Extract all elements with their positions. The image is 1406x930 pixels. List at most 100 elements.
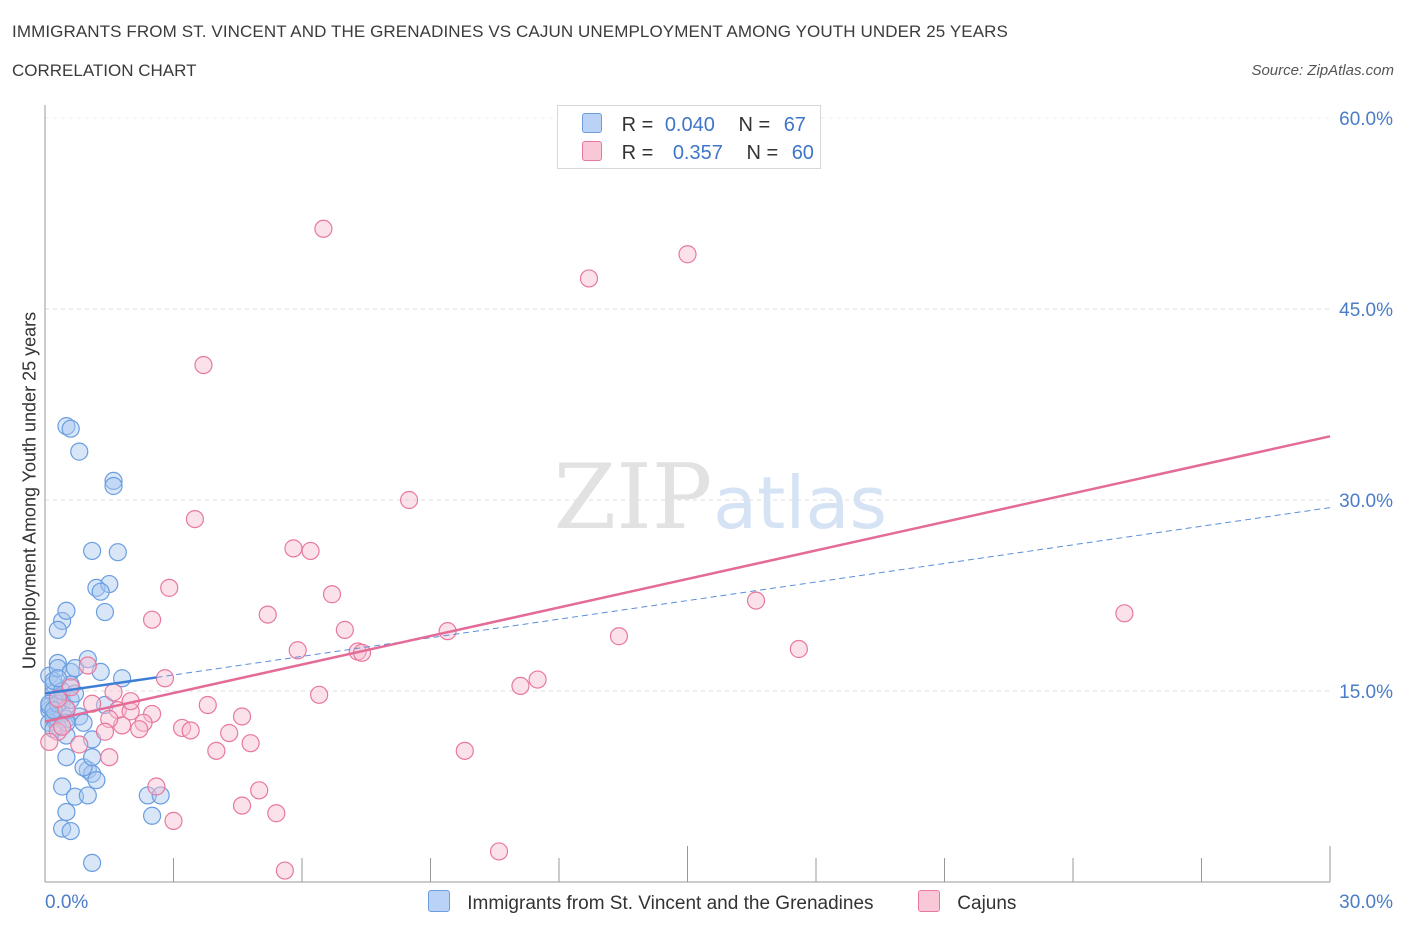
- cajuns-point-41: [207, 741, 226, 760]
- immigrants-point-52: [61, 821, 80, 841]
- stats-legend: R = 0.040 N = 67 R = 0.357 N = 60: [557, 105, 821, 169]
- series-immigrants-points: [40, 417, 170, 873]
- x-tick-label-max: 30.0%: [1339, 892, 1393, 913]
- legend-n-label: N =: [738, 114, 771, 136]
- legend-row-immigrants: R = 0.040 N = 67: [582, 113, 806, 137]
- cajuns-point-42: [241, 734, 260, 753]
- cajuns-point-22: [511, 676, 530, 696]
- bottom-legend-label-cajuns: Cajuns: [957, 893, 1017, 914]
- trend-line-immigrants-solid: [44, 676, 157, 695]
- cajuns-point-45: [147, 777, 166, 796]
- cajuns-point-59: [104, 683, 123, 702]
- immigrants-point-20: [53, 611, 72, 631]
- cajuns-point-44: [455, 741, 474, 760]
- legend-swatch-immigrants: [582, 113, 602, 133]
- cajuns-point-23: [155, 669, 175, 688]
- immigrants-point-36: [108, 543, 127, 562]
- immigrants-point-55: [83, 748, 102, 767]
- cajuns-point-1: [678, 245, 697, 264]
- y-tick-label: 60.0%: [1339, 109, 1393, 130]
- cajuns-point-48: [267, 804, 286, 823]
- legend-r-value-cajuns: 0.357: [672, 142, 723, 164]
- bottom-legend-swatch-immigrants: [428, 890, 450, 912]
- cajuns-point-56: [95, 722, 115, 741]
- immigrants-point-39: [91, 582, 110, 601]
- cajuns-point-47: [232, 796, 252, 815]
- cajuns-point-4: [399, 490, 419, 510]
- source-text: Source: ZipAtlas.com: [1251, 62, 1394, 79]
- bottom-legend-label-immigrants: Immigrants from St. Vincent and the Gren…: [467, 893, 874, 914]
- cajuns-point-0: [314, 219, 333, 238]
- immigrants-point-59: [83, 853, 102, 873]
- immigrants-point-58: [142, 806, 162, 825]
- cajuns-point-11: [1115, 604, 1134, 623]
- legend-n-value-immigrants: 67: [783, 114, 806, 136]
- cajuns-point-10: [746, 591, 766, 610]
- immigrants-point-35: [83, 541, 102, 561]
- trend-line-immigrants-dashed: [156, 507, 1331, 678]
- y-tick-label: 15.0%: [1339, 682, 1393, 703]
- trend-lines: [44, 435, 1331, 723]
- cajuns-point-16: [609, 627, 629, 646]
- cajuns-point-20: [789, 639, 808, 659]
- bottom-legend-immigrants[interactable]: Immigrants from St. Vincent and the Gren…: [428, 890, 874, 915]
- bottom-legend-cajuns[interactable]: Cajuns: [918, 890, 1016, 915]
- cajuns-point-6: [284, 539, 303, 558]
- y-tick-label: 30.0%: [1339, 491, 1393, 512]
- immigrants-point-34: [104, 476, 123, 496]
- bottom-legend-swatch-cajuns: [918, 890, 940, 912]
- cajuns-point-3: [194, 355, 213, 375]
- cajuns-point-25: [198, 695, 217, 715]
- cajuns-point-7: [301, 541, 320, 561]
- chart-subtitle: CORRELATION CHART: [12, 61, 197, 80]
- cajuns-point-49: [164, 811, 183, 830]
- immigrants-point-31: [61, 419, 80, 438]
- immigrants-point-22: [48, 620, 67, 639]
- x-tick-label-min: 0.0%: [45, 892, 88, 913]
- legend-n-label: N =: [746, 142, 779, 164]
- immigrants-point-47: [87, 771, 106, 790]
- immigrants-point-7: [48, 653, 67, 673]
- cajuns-point-14: [335, 620, 354, 639]
- immigrants-point-48: [53, 777, 72, 796]
- immigrants-point-40: [95, 602, 115, 622]
- cajuns-point-9: [322, 585, 342, 604]
- immigrants-point-65: [48, 669, 67, 688]
- cajuns-point-52: [78, 656, 97, 675]
- immigrants-point-53: [78, 786, 97, 805]
- immigrants-point-50: [57, 802, 76, 822]
- cajuns-point-8: [160, 578, 179, 597]
- cajuns-point-39: [40, 732, 59, 752]
- cajuns-point-34: [181, 721, 200, 740]
- immigrants-point-26: [78, 650, 97, 669]
- cajuns-point-19: [288, 641, 307, 660]
- legend-r-value-immigrants: 0.040: [664, 114, 715, 136]
- legend-r-label: R =: [621, 114, 654, 136]
- immigrants-point-44: [57, 748, 76, 767]
- immigrants-point-33: [104, 471, 123, 490]
- cajuns-point-36: [130, 720, 149, 739]
- cajuns-point-50: [489, 842, 509, 861]
- cajuns-point-37: [220, 723, 239, 743]
- cajuns-point-43: [100, 748, 119, 767]
- trend-line-cajuns: [44, 435, 1331, 723]
- cajuns-point-5: [185, 509, 205, 529]
- watermark-zip: ZIP: [554, 445, 713, 550]
- axes: [44, 105, 1331, 883]
- cajuns-point-12: [258, 605, 277, 624]
- immigrants-point-49: [65, 787, 85, 806]
- legend-n-value-cajuns: 60: [791, 142, 814, 164]
- cajuns-point-2: [579, 269, 599, 288]
- cajuns-point-51: [275, 861, 294, 880]
- cajuns-point-13: [142, 610, 162, 629]
- legend-row-cajuns: R = 0.357 N = 60: [582, 141, 814, 165]
- legend-swatch-cajuns: [582, 141, 602, 161]
- watermark-atlas: atlas: [713, 461, 887, 545]
- immigrants-point-25: [74, 713, 93, 732]
- cajuns-point-55: [53, 717, 72, 736]
- cajuns-point-24: [310, 685, 329, 704]
- immigrants-point-32: [70, 442, 89, 461]
- tick-labels: 15.0% 30.0% 45.0% 60.0% 0.0% 30.0%: [45, 109, 1393, 913]
- immigrants-point-57: [151, 786, 170, 805]
